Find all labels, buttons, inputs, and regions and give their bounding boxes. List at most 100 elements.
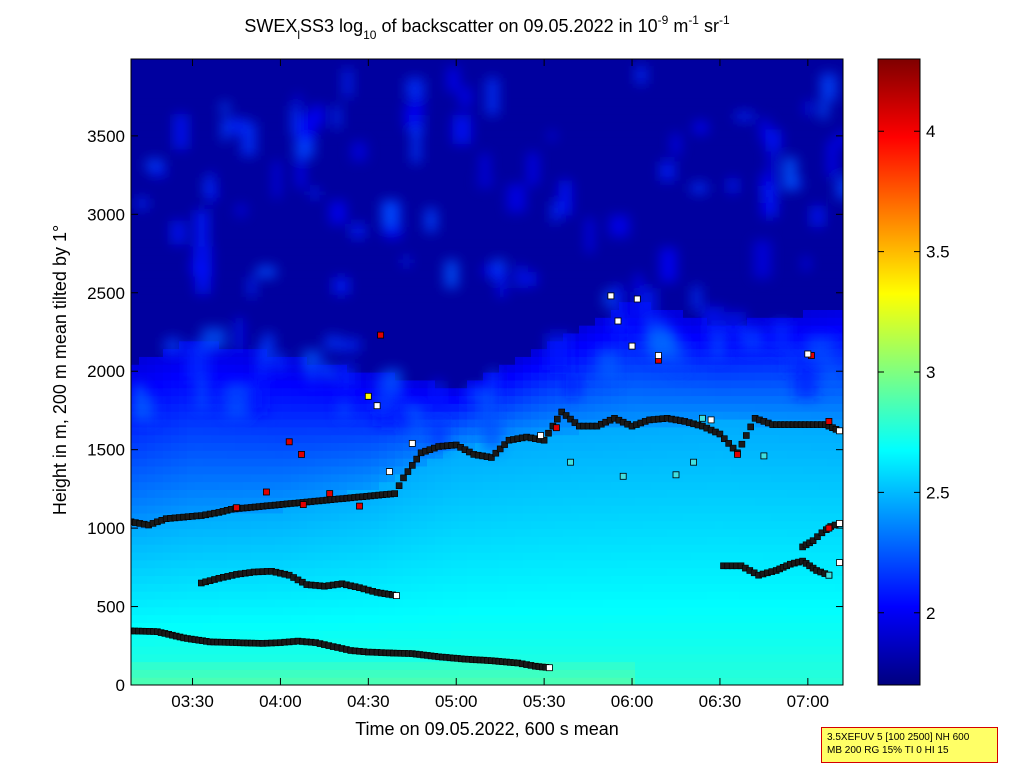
- white-marker: [373, 402, 381, 410]
- settings-info-box: 3.5XEFUV 5 [100 2500] NH 600 MB 200 RG 1…: [821, 727, 998, 763]
- layer-point: [400, 474, 407, 482]
- x-tick-label: 07:00: [787, 692, 830, 711]
- red-marker: [734, 450, 741, 458]
- layer-point: [742, 432, 750, 439]
- y-axis: 0 500 1000 1500 2000 2500 3000 3500: [87, 127, 843, 695]
- colorbar-tick-label: 3.5: [926, 243, 950, 262]
- cloud-layers: [131, 408, 843, 672]
- y-tick-label: 2500: [87, 284, 125, 303]
- white-marker: [607, 292, 615, 300]
- x-tick-label: 03:30: [171, 692, 214, 711]
- layer-point: [725, 440, 733, 447]
- x-tick-label: 05:00: [435, 692, 478, 711]
- y-tick-label: 1500: [87, 441, 125, 460]
- red-marker: [326, 490, 334, 498]
- heatmap-area: [130, 58, 844, 686]
- backscatter-texture: [132, 65, 843, 451]
- plot-frame: [130, 58, 844, 686]
- chart-title: SWEXlSS3 log10 of backscatter on 09.05.2…: [244, 13, 730, 42]
- colorbar-tick-label: 4: [926, 122, 935, 141]
- layer-lowest: [131, 627, 553, 672]
- layer-point: [814, 533, 821, 541]
- layer-point: [558, 408, 566, 416]
- layer-end-point: [546, 664, 553, 672]
- x-tick-label: 06:30: [699, 692, 742, 711]
- colorbar-tick-label: 3: [926, 363, 935, 382]
- layer-point: [391, 490, 399, 497]
- layer-top-of-bl: [131, 408, 843, 529]
- y-axis-label: Height in m, 200 m mean tilted by 1°: [50, 225, 70, 515]
- info-line-1: 3.5XEFUV 5 [100 2500] NH 600: [827, 732, 970, 743]
- x-tick-label: 06:00: [611, 692, 654, 711]
- y-tick-label: 3500: [87, 127, 125, 146]
- yellow-marker: [364, 392, 372, 400]
- layer-point: [809, 537, 817, 545]
- layer-point: [720, 435, 728, 443]
- red-marker: [356, 502, 363, 510]
- layer-point: [492, 449, 500, 457]
- layer-point: [496, 445, 504, 453]
- white-marker: [408, 439, 416, 447]
- layer-middle: [198, 567, 400, 599]
- white-marker: [836, 559, 843, 566]
- layer-point: [562, 412, 570, 419]
- x-tick-label: 04:30: [347, 692, 390, 711]
- layer-point: [540, 436, 548, 444]
- colorbar-ticks: 2 2.5 3 3.5 4: [878, 122, 950, 623]
- layer-point: [729, 444, 737, 452]
- layer-point: [747, 423, 755, 431]
- red-marker: [825, 524, 833, 532]
- x-axis: 03:30 04:00 04:30 05:00 05:30 06:00 06:30 07:00: [171, 59, 829, 711]
- layer-end-point: [836, 520, 843, 527]
- y-tick-label: 3000: [87, 205, 125, 224]
- red-marker: [553, 424, 560, 432]
- layer-point: [413, 455, 421, 463]
- layer-end-point: [393, 592, 400, 599]
- cyan-marker: [699, 414, 706, 422]
- cyan-marker: [690, 458, 697, 466]
- cyan-marker: [567, 458, 574, 466]
- cyan-marker: [760, 452, 768, 460]
- red-marker: [299, 501, 307, 509]
- white-marker: [614, 317, 622, 325]
- y-tick-label: 500: [97, 598, 125, 617]
- y-tick-label: 0: [116, 676, 125, 695]
- info-line-2: MB 200 RG 15% TI 0 HI 15: [827, 745, 949, 756]
- layer-point: [501, 441, 508, 448]
- colorbar-tick-label: 2: [926, 604, 935, 623]
- red-marker: [285, 438, 293, 446]
- white-marker: [655, 352, 662, 359]
- layer-end-point: [836, 427, 843, 435]
- cyan-marker: [619, 472, 627, 480]
- layer-markers: [233, 292, 843, 579]
- red-marker: [825, 417, 833, 425]
- red-marker: [377, 331, 385, 339]
- layer-point: [738, 440, 746, 448]
- layer-point: [545, 429, 552, 437]
- red-marker: [233, 504, 240, 512]
- colorbar: 2 2.5 3 3.5 4: [877, 58, 950, 686]
- layer-point: [716, 430, 724, 438]
- x-axis-label: Time on 09.05.2022, 600 s mean: [355, 719, 619, 739]
- white-marker: [628, 342, 636, 350]
- white-marker: [707, 416, 715, 424]
- x-tick-label: 04:00: [259, 692, 302, 711]
- y-tick-label: 2000: [87, 362, 125, 381]
- colorbar-tick-label: 2.5: [926, 483, 950, 502]
- layer-point: [553, 415, 561, 423]
- y-tick-label: 1000: [87, 519, 125, 538]
- backscatter-field: [131, 59, 843, 685]
- cyan-marker: [672, 471, 680, 479]
- layer-point: [571, 419, 579, 426]
- x-tick-label: 05:30: [523, 692, 566, 711]
- layer-point: [408, 462, 416, 469]
- layer-point: [404, 468, 412, 475]
- red-marker: [298, 450, 305, 458]
- cyan-marker: [825, 571, 833, 579]
- white-marker: [537, 432, 544, 439]
- layer-point: [488, 454, 495, 461]
- white-marker: [633, 295, 641, 303]
- layer-point: [395, 482, 403, 490]
- white-marker: [804, 350, 812, 358]
